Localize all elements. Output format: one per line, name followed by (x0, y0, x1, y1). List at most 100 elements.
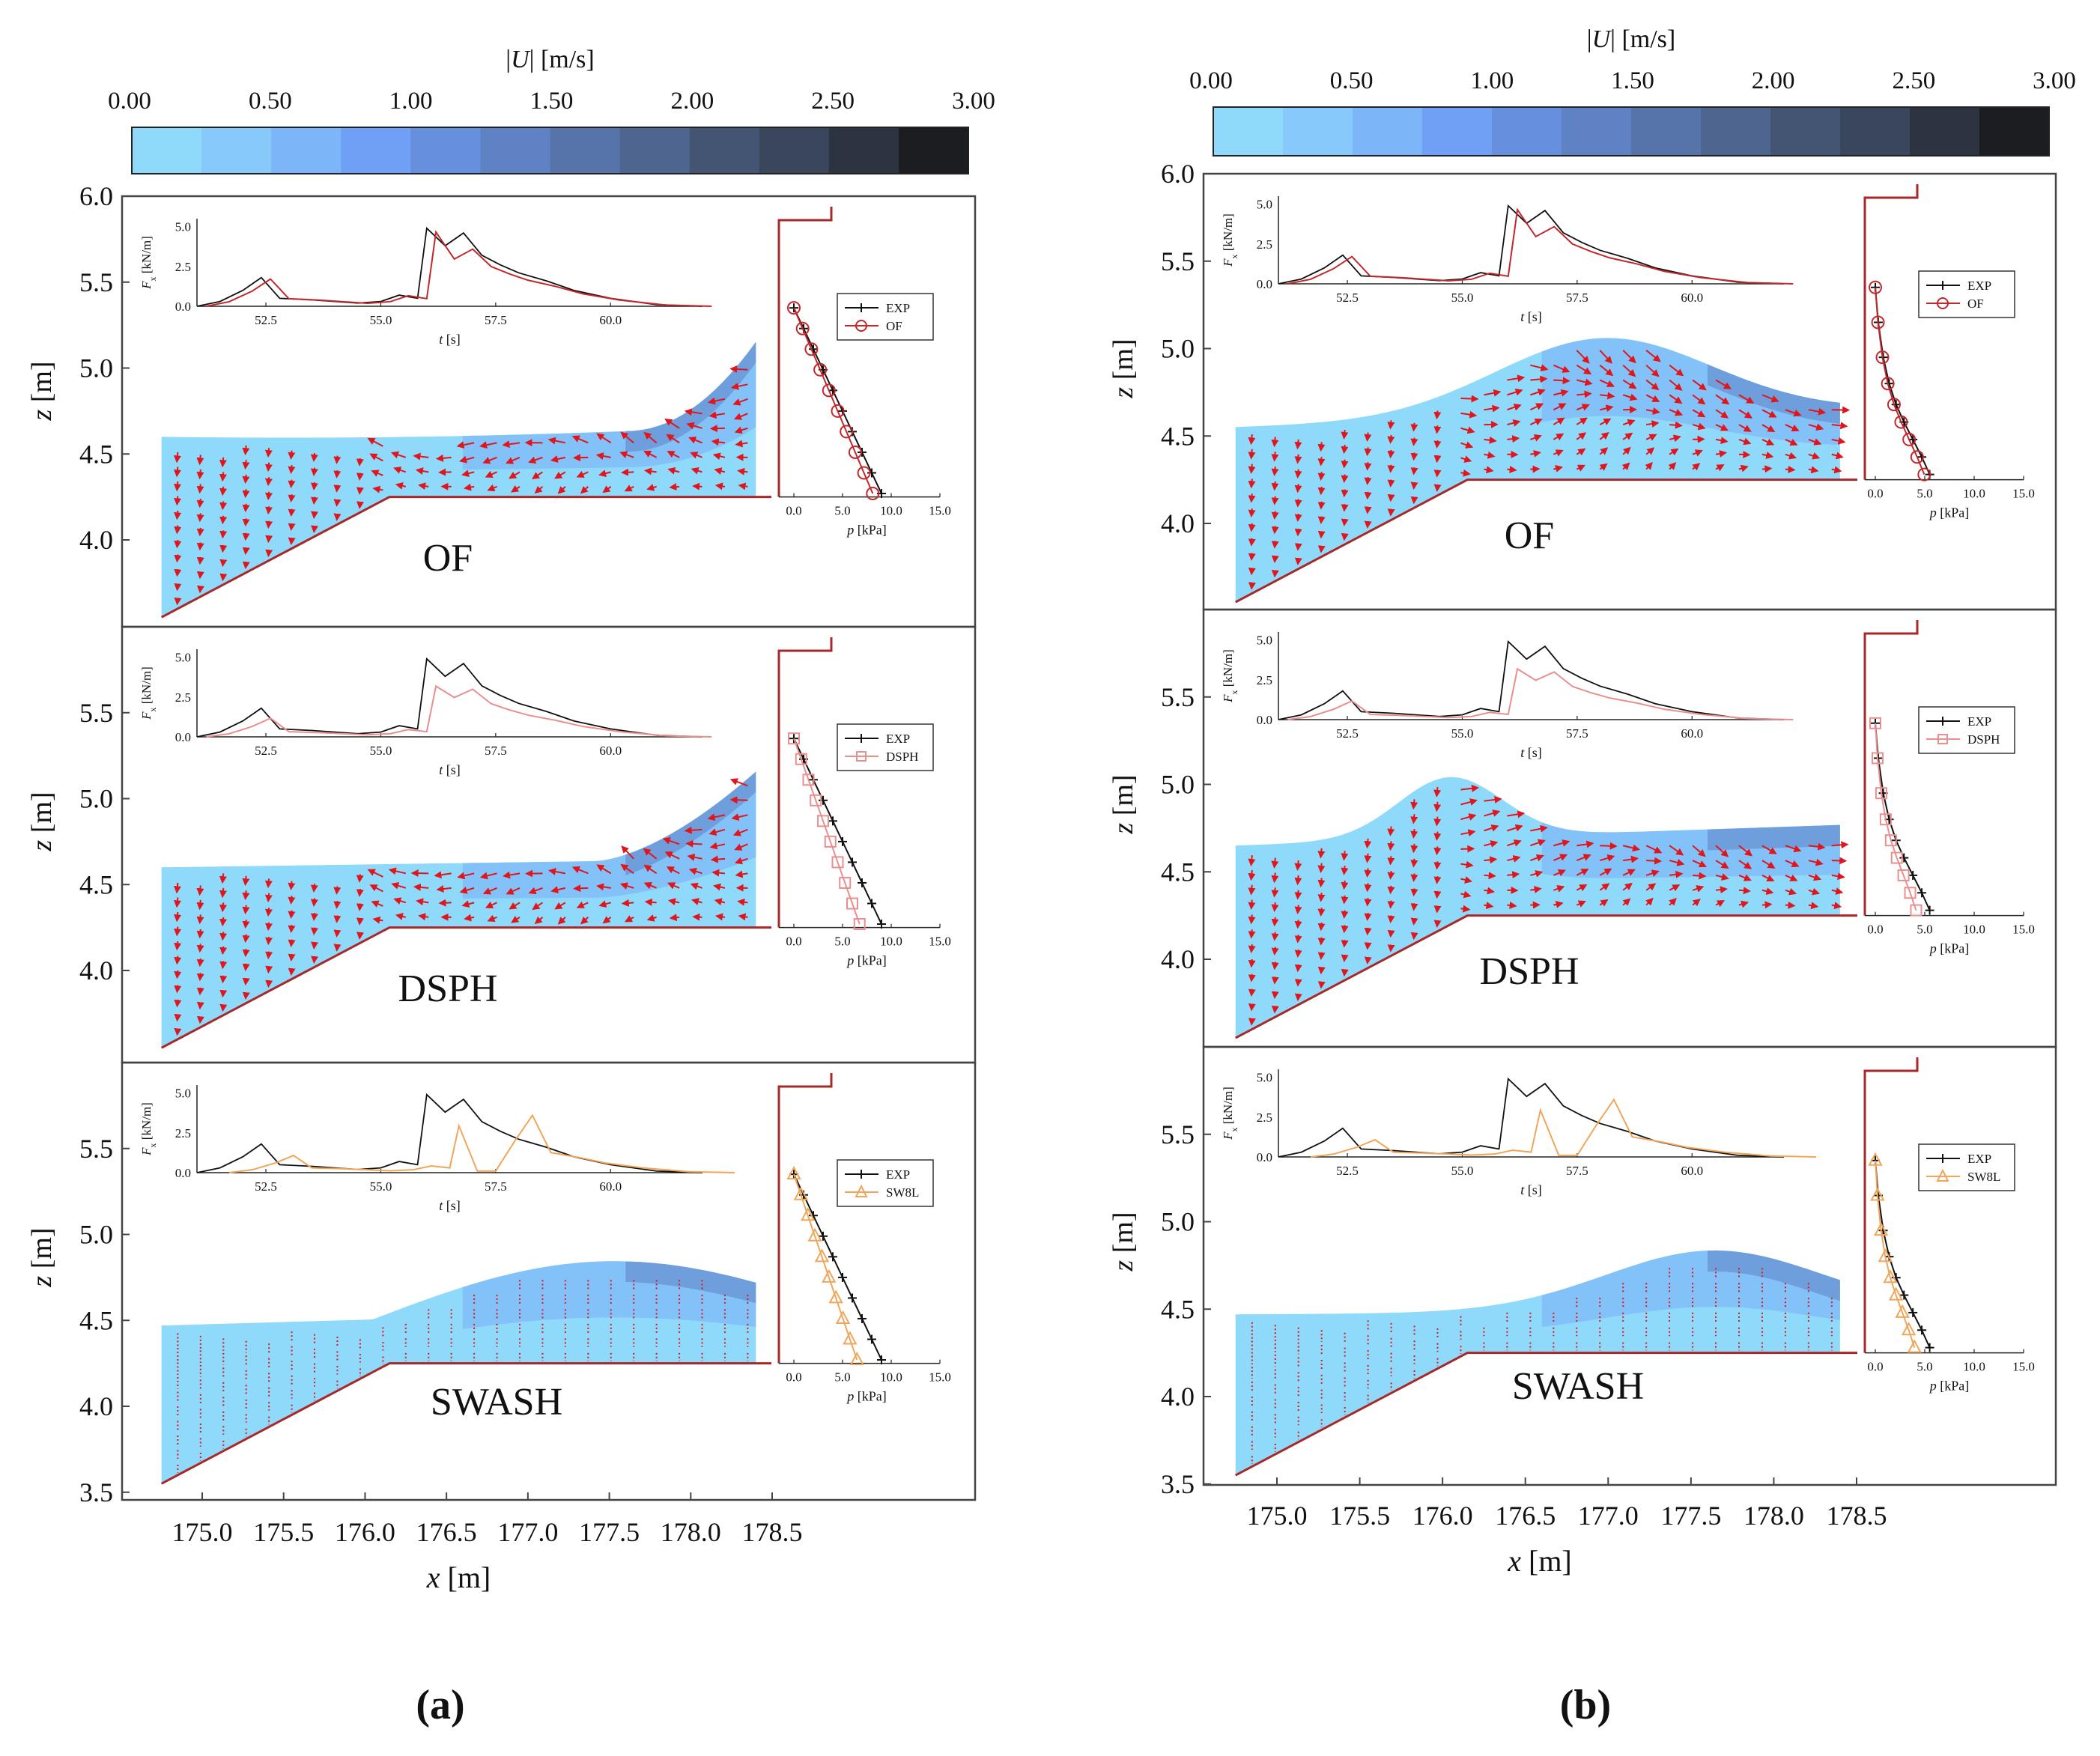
pressure-inset-tick: 15.0 (2012, 923, 2035, 937)
model-label: DSPH (398, 967, 498, 1010)
row-frame (1202, 1045, 2057, 1486)
velocity-arrow (264, 893, 273, 903)
velocity-arrow (1669, 434, 1681, 443)
colorbar-label: |U| [m/s] (1587, 25, 1675, 53)
velocity-arrow (219, 946, 228, 956)
velocity-arrow (1669, 858, 1685, 866)
z-axis-label-part: z (1108, 387, 1139, 399)
velocity-arrow (1599, 899, 1609, 907)
colorbar-tick-label: 1.00 (389, 88, 433, 115)
velocity-arrow (550, 455, 566, 463)
x-axis-label-part: x (426, 1561, 440, 1594)
velocity-arrow (265, 549, 273, 558)
z-axis-label-part: z (26, 410, 58, 422)
force-inset-ylabel-part: F (1221, 1131, 1235, 1140)
z-tick-label: 4.5 (79, 1305, 113, 1335)
velocity-arrow (487, 914, 497, 923)
force-inset-ytick: 5.0 (1257, 634, 1272, 648)
velocity-arrow (196, 469, 204, 480)
velocity-arrow (643, 882, 658, 890)
velocity-arrow (388, 867, 407, 875)
velocity-arrow (1831, 857, 1848, 865)
pressure-model-marker (1870, 1187, 1885, 1201)
velocity-arrow (1460, 455, 1472, 463)
force-inset-ytick: 2.5 (175, 1126, 191, 1140)
velocity-arrow (1808, 407, 1827, 416)
velocity-arrow (1294, 875, 1302, 886)
colorbar-swatch (341, 127, 411, 174)
pressure-inset-xlabel: p [kPa] (846, 1389, 887, 1404)
velocity-arrow (502, 871, 521, 879)
velocity-arrow (196, 527, 204, 537)
force-inset-xtick: 55.0 (370, 1179, 392, 1194)
velocity-arrow (1507, 855, 1521, 863)
velocity-arrow (311, 956, 319, 964)
pressure-model-marker (1895, 1304, 1910, 1318)
z-tick-label: 4.5 (79, 439, 113, 469)
row-dsph: DSPH 5.0 2.5 0.0 52.5 55.0 57.5 60.0 Fx [kN/m] t … (26, 625, 977, 1064)
velocity-arrow (1715, 394, 1730, 405)
pressure-inset-tick: 15.0 (2012, 1360, 2035, 1374)
velocity-arrow (1341, 968, 1349, 977)
velocity-arrow (1622, 393, 1638, 401)
velocity-arrow (1294, 469, 1302, 479)
velocity-arrow (356, 501, 364, 509)
velocity-arrow (1600, 842, 1618, 850)
velocity-arrow (1692, 379, 1707, 391)
velocity-arrow (1761, 465, 1773, 473)
colorbar-label-part: | (1587, 25, 1592, 53)
colorbar-swatch (1422, 107, 1493, 156)
velocity-arrow (1410, 452, 1418, 461)
velocity-arrow (1294, 905, 1302, 914)
velocity-arrow (1738, 409, 1752, 419)
velocity-arrow (1433, 470, 1442, 478)
velocity-arrow (1715, 845, 1729, 857)
velocity-arrow (664, 851, 680, 860)
velocity-arrow (643, 467, 657, 476)
pressure-inset-xlabel: p [kPa] (1928, 505, 1970, 520)
velocity-arrow (333, 499, 342, 507)
velocity-arrow (311, 496, 318, 505)
velocity-arrow (1294, 950, 1302, 958)
pressure-inset-tick: 5.0 (834, 935, 850, 949)
velocity-arrow (196, 987, 204, 996)
colorbar-label-part: U (1592, 25, 1612, 53)
velocity-arrow (1317, 516, 1326, 524)
x-tick-label: 176.0 (1412, 1501, 1473, 1531)
velocity-arrow (1433, 861, 1442, 870)
velocity-arrow (196, 556, 204, 565)
velocity-arrow (1387, 464, 1395, 473)
water-body (161, 341, 756, 618)
velocity-arrow (667, 882, 680, 890)
pressure-model-marker (1869, 280, 1882, 294)
pressure-model-marker (801, 1207, 816, 1221)
z-axis-label-part: [m] (1108, 1212, 1139, 1260)
velocity-arrow (1387, 900, 1395, 909)
velocity-arrow (1410, 873, 1418, 882)
velocity-arrow (1248, 449, 1256, 460)
velocity-arrow (735, 870, 748, 878)
velocity-arrow (1248, 582, 1256, 590)
velocity-arrow (393, 897, 407, 905)
velocity-arrow (554, 902, 566, 910)
pressure-inset-xlabel-part: [kPa] (854, 953, 887, 968)
pressure-inset-tick: 0.0 (1867, 487, 1883, 501)
pressure-series-model (793, 1173, 858, 1361)
velocity-arrow (1553, 417, 1565, 425)
velocity-arrow (691, 467, 702, 475)
legend-box (1918, 270, 2015, 318)
velocity-arrow (1646, 857, 1663, 865)
velocity-arrow (1808, 452, 1821, 460)
velocity-arrow (1387, 944, 1395, 953)
velocity-arrow (1341, 532, 1349, 541)
velocity-arrow (1599, 431, 1609, 440)
velocity-arrow (1341, 459, 1349, 469)
force-inset-ytick: 0.0 (175, 730, 191, 744)
velocity-arrow (595, 452, 611, 460)
force-inset-xtick: 55.0 (1451, 726, 1474, 741)
velocity-arrow (265, 520, 273, 529)
velocity-arrow (393, 467, 407, 474)
velocity-arrow (1387, 493, 1395, 502)
velocity-arrow (1484, 809, 1501, 817)
x-axis-label-part: [m] (440, 1561, 491, 1594)
